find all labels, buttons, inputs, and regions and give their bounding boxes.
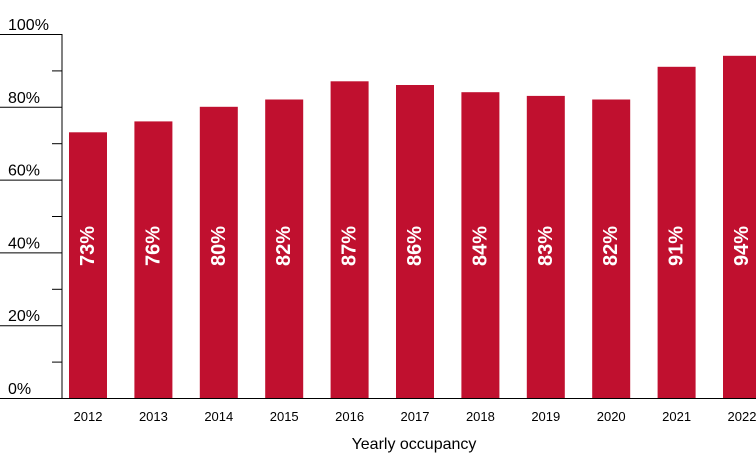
axis-layer: [0, 34, 756, 399]
bar-2015: [265, 99, 304, 398]
bar-value-label: 86%: [404, 226, 426, 266]
bar-2012: [69, 132, 107, 399]
x-tick-label: 2022: [728, 409, 756, 424]
bar-2017: [396, 85, 434, 398]
bar-2021: [657, 66, 696, 399]
x-tick-label: 2015: [270, 409, 299, 424]
bar-2020: [592, 99, 631, 398]
x-tick-label: 2017: [401, 409, 430, 424]
bar-2014: [199, 106, 238, 399]
x-tick-label: 2019: [531, 409, 560, 424]
bar-value-label: 84%: [469, 226, 491, 266]
y-tick-label: 60%: [8, 163, 40, 180]
x-labels-layer: 2012 2013 2014 2015 2016 2017 2018 2019 2020 2021…: [74, 409, 756, 424]
y-tick-label: 40%: [8, 235, 40, 252]
bar-value-label: 83%: [535, 226, 557, 266]
bar-2018: [461, 92, 500, 398]
bar-value-label: 87%: [339, 226, 361, 266]
y-ticks-layer: 0% 20% 40% 60% 80% 100%: [0, 17, 62, 399]
y-tick-label: 0%: [8, 381, 31, 398]
x-tick-label: 2012: [74, 409, 103, 424]
y-tick-label: 100%: [8, 17, 49, 34]
y-tick-label: 20%: [8, 308, 40, 325]
y-tick-label: 80%: [8, 90, 40, 107]
x-tick-label: 2014: [204, 409, 233, 424]
bar-value-label: 82%: [600, 226, 622, 266]
bar-labels-layer: 73% 76% 80% 82% 87% 86% 84% 83% 82% 91% 94%: [77, 226, 753, 266]
bars-layer: [69, 55, 756, 399]
x-tick-label: 2016: [335, 409, 364, 424]
bar-2013: [134, 121, 173, 399]
bar-value-label: 94%: [731, 226, 753, 266]
x-tick-label: 2018: [466, 409, 495, 424]
bar-value-label: 80%: [208, 226, 230, 266]
x-tick-label: 2021: [662, 409, 691, 424]
bar-2022: [723, 55, 756, 399]
bar-2016: [330, 81, 369, 399]
x-axis-title: Yearly occupancy: [352, 436, 477, 453]
bar-value-label: 73%: [77, 226, 99, 266]
x-tick-label: 2013: [139, 409, 168, 424]
bar-2019: [526, 95, 565, 399]
bar-value-label: 82%: [273, 226, 295, 266]
bar-value-label: 76%: [142, 226, 164, 266]
x-tick-label: 2020: [597, 409, 626, 424]
bar-value-label: 91%: [666, 226, 688, 266]
